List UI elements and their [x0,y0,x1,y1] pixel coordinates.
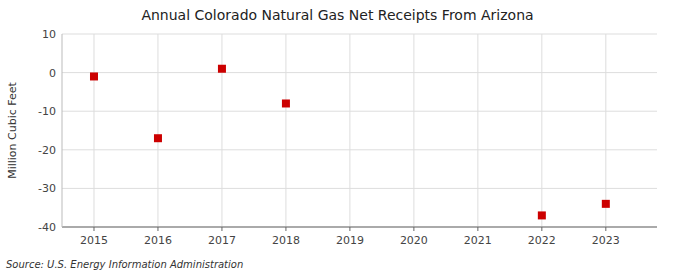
x-grid-line [157,34,158,227]
chart-container: Annual Colorado Natural Gas Net Receipts… [0,0,675,275]
x-axis-line [62,227,657,228]
x-tick-label: 2019 [336,234,364,247]
x-grid-line [285,34,286,227]
x-grid-line [541,34,542,227]
x-tick [93,227,94,231]
x-grid-line [221,34,222,227]
x-tick-label: 2022 [528,234,556,247]
x-tick-label: 2020 [400,234,428,247]
y-grid-line [62,34,657,35]
x-tick [477,227,478,231]
point [602,200,610,208]
x-tick [541,227,542,231]
x-grid-line [477,34,478,227]
x-tick-label: 2016 [144,234,172,247]
grid [62,34,657,227]
y-tick-label: 0 [49,67,56,80]
chart: Annual Colorado Natural Gas Net Receipts… [0,0,675,275]
y-grid-line [62,149,657,150]
x-tick-label: 2021 [464,234,492,247]
x-tick [285,227,286,231]
y-tick-label: -20 [38,144,56,157]
x-grid-line [349,34,350,227]
x-tick-label: 2015 [80,234,108,247]
x-tick-label: 2018 [272,234,300,247]
y-grid-line [62,227,657,228]
points [90,65,610,220]
point [282,99,290,107]
y-grid-line [62,188,657,189]
x-tick [605,227,606,231]
x-tick [349,227,350,231]
y-grid-line [62,111,657,112]
y-tick-label: 10 [42,28,56,41]
point [538,211,546,219]
point [154,134,162,142]
y-grid-line [62,72,657,73]
y-tick-label: -10 [38,105,56,118]
x-tick-label: 2023 [592,234,620,247]
x-tick [221,227,222,231]
point [90,72,98,80]
x-tick [157,227,158,231]
x-tick [413,227,414,231]
x-grid-line [93,34,94,227]
x-grid-line [413,34,414,227]
title: Annual Colorado Natural Gas Net Receipts… [141,7,533,23]
y-axis-line [62,34,63,227]
y-axis-label: Million Cubic Feet [6,81,19,178]
point [218,65,226,73]
y-tick-label: -40 [38,221,56,234]
x-grid-line [605,34,606,227]
y-tick-label: -30 [38,182,56,195]
source-note: Source: U.S. Energy Information Administ… [6,259,243,270]
x-tick-label: 2017 [208,234,236,247]
